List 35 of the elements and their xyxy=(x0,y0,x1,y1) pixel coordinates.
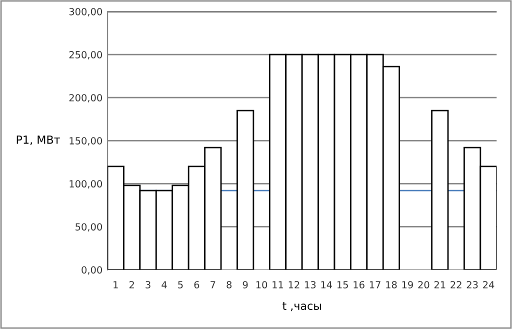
x-tick-label: 24 xyxy=(483,281,494,288)
y-tick-label: 50,00 xyxy=(76,223,102,232)
x-tick-label: 10 xyxy=(256,281,268,288)
x-tick-label: 11 xyxy=(272,281,284,288)
x-tick-label: 9 xyxy=(242,281,248,288)
x-tick-label: 12 xyxy=(288,281,300,288)
x-tick-label: 5 xyxy=(178,281,183,288)
x-tick-label: 17 xyxy=(370,281,380,288)
x-tick-label: 23 xyxy=(466,281,478,288)
bar xyxy=(236,110,254,270)
x-tick-label: 14 xyxy=(321,281,332,288)
x-tick-label: 6 xyxy=(194,281,200,288)
y-tick-label: 150,00 xyxy=(70,137,102,146)
y-tick-label: 250,00 xyxy=(69,51,102,60)
x-tick-label: 8 xyxy=(226,281,232,288)
x-tick-label: 21 xyxy=(434,281,446,288)
x-tick-label: 3 xyxy=(146,281,150,288)
x-tick-label: 16 xyxy=(354,281,364,288)
x-axis-title: t ,часы xyxy=(282,302,321,312)
x-tick-label: 4 xyxy=(162,281,167,288)
x-tick-label: 19 xyxy=(402,281,413,288)
x-tick-label: 7 xyxy=(210,281,216,288)
x-tick-label: 13 xyxy=(305,281,316,288)
x-tick-label: 2 xyxy=(129,281,134,288)
y-tick-label: 0,00 xyxy=(82,266,102,275)
x-tick-label: 22 xyxy=(450,281,462,288)
x-tick-label: 1 xyxy=(114,281,118,288)
y-tick-label: 300,00 xyxy=(69,8,102,16)
x-tick-label: 20 xyxy=(418,281,430,288)
y-axis-title: P1, МВт xyxy=(16,136,60,146)
y-tick-label: 200,00 xyxy=(69,94,102,102)
y-tick-label: 100,00 xyxy=(70,180,102,189)
bar xyxy=(431,110,449,270)
x-tick-label: 15 xyxy=(337,281,348,288)
x-tick-label: 18 xyxy=(386,281,397,288)
